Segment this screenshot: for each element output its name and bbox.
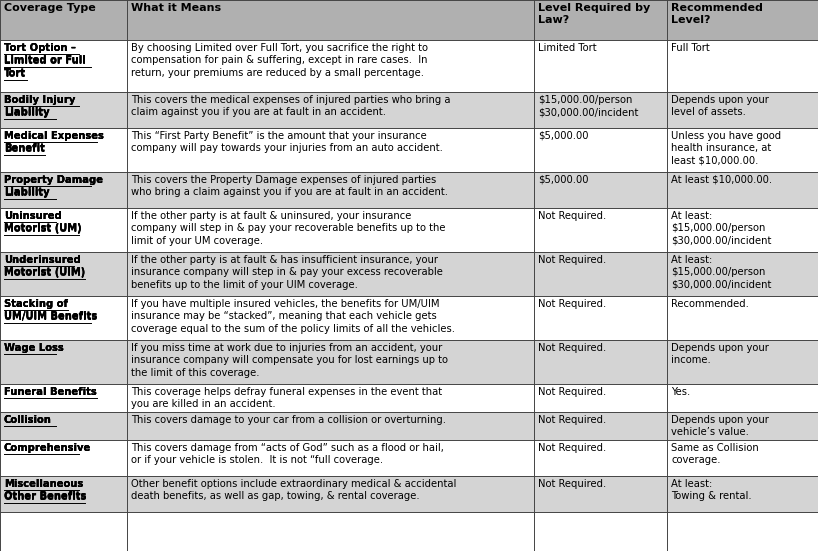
Text: Motorist (UIM): Motorist (UIM) [4,268,85,278]
Text: Same as Collision
coverage.: Same as Collision coverage. [671,443,759,466]
Text: Wage Loss: Wage Loss [4,343,64,353]
Text: $5,000.00: $5,000.00 [538,131,588,141]
Text: This covers damage from “acts of God” such as a flood or hail,
or if your vehicl: This covers damage from “acts of God” su… [131,443,444,466]
Bar [0,296,818,340]
Bar [0,340,818,384]
Text: Stacking of
UM/UIM Benefits: Stacking of UM/UIM Benefits [4,299,97,321]
Text: Full Tort: Full Tort [671,43,710,53]
Text: At least $10,000.00.: At least $10,000.00. [671,175,772,185]
Text: If the other party is at fault & uninsured, your insurance
company will step in : If the other party is at fault & uninsur… [131,211,446,246]
Text: Benefit: Benefit [4,144,45,154]
Text: Miscellaneous
Other Benefits: Miscellaneous Other Benefits [4,479,87,501]
Text: Uninsured
Motorist (UM): Uninsured Motorist (UM) [4,211,82,234]
Text: This covers damage to your car from a collision or overturning.: This covers damage to your car from a co… [131,415,446,425]
Text: Recommended.: Recommended. [671,299,748,309]
Text: Underinsured
Motorist (UIM): Underinsured Motorist (UIM) [4,255,85,277]
Text: Miscellaneous
Other Benefits: Miscellaneous Other Benefits [4,479,87,501]
Text: Not Required.: Not Required. [538,343,606,353]
Text: Property Damage: Property Damage [4,175,103,185]
Text: Other Benefits: Other Benefits [4,492,87,502]
Text: At least:
$15,000.00/person
$30,000.00/incident: At least: $15,000.00/person $30,000.00/i… [671,255,771,290]
Text: Tort Option –
Limited or Full
Tort: Tort Option – Limited or Full Tort [4,43,86,78]
Text: Liability: Liability [4,188,50,198]
Bar [0,0,818,40]
Text: Uninsured
Motorist (UM): Uninsured Motorist (UM) [4,211,82,234]
Text: At least:
$15,000.00/person
$30,000.00/incident: At least: $15,000.00/person $30,000.00/i… [671,211,771,246]
Text: Medical Expenses
Benefit: Medical Expenses Benefit [4,131,104,153]
Text: Tort: Tort [4,69,26,79]
Bar [0,128,818,172]
Bar [0,476,818,512]
Text: If you have multiple insured vehicles, the benefits for UM/UIM
insurance may be : If you have multiple insured vehicles, t… [131,299,455,334]
Text: Stacking of
UM/UIM Benefits: Stacking of UM/UIM Benefits [4,299,97,321]
Bar [0,412,818,440]
Text: Not Required.: Not Required. [538,255,606,265]
Text: Stacking of: Stacking of [4,299,68,309]
Text: Funeral Benefits: Funeral Benefits [4,387,97,397]
Text: Underinsured: Underinsured [4,255,81,265]
Text: Liability: Liability [4,108,50,118]
Text: Wage Loss: Wage Loss [4,343,64,353]
Text: Wage Loss: Wage Loss [4,343,64,353]
Text: This covers the medical expenses of injured parties who bring a
claim against yo: This covers the medical expenses of inju… [131,95,451,117]
Text: Underinsured
Motorist (UIM): Underinsured Motorist (UIM) [4,255,85,277]
Text: This “First Party Benefit” is the amount that your insurance
company will pay to: This “First Party Benefit” is the amount… [131,131,443,153]
Text: Coverage Type: Coverage Type [4,3,96,13]
Text: Not Required.: Not Required. [538,299,606,309]
Text: Collision: Collision [4,415,52,425]
Text: By choosing Limited over Full Tort, you sacrifice the right to
compensation for : By choosing Limited over Full Tort, you … [131,43,428,78]
Text: Not Required.: Not Required. [538,479,606,489]
Text: What it Means: What it Means [131,3,221,13]
Bar [0,440,818,476]
Text: Other benefit options include extraordinary medical & accidental
death benefits,: Other benefit options include extraordin… [131,479,456,501]
Bar [0,172,818,208]
Text: Not Required.: Not Required. [538,415,606,425]
Text: Medical Expenses: Medical Expenses [4,131,104,141]
Text: Bodily Injury: Bodily Injury [4,95,75,105]
Text: UM/UIM Benefits: UM/UIM Benefits [4,312,97,322]
Text: Medical Expenses
Benefit: Medical Expenses Benefit [4,131,104,153]
Text: Limited Tort: Limited Tort [538,43,596,53]
Text: Limited or Full: Limited or Full [4,56,86,66]
Text: Depends upon your
level of assets.: Depends upon your level of assets. [671,95,769,117]
Text: Comprehensive: Comprehensive [4,443,92,453]
Text: Level Required by
Law?: Level Required by Law? [538,3,650,25]
Bar [0,252,818,296]
Text: Collision: Collision [4,415,52,425]
Text: Depends upon your
income.: Depends upon your income. [671,343,769,365]
Bar [0,40,818,92]
Text: Comprehensive: Comprehensive [4,443,92,453]
Text: Yes.: Yes. [671,387,690,397]
Text: Not Required.: Not Required. [538,443,606,453]
Text: Depends upon your
vehicle’s value.: Depends upon your vehicle’s value. [671,415,769,437]
Bar [0,384,818,412]
Text: Property Damage
Liability: Property Damage Liability [4,175,103,197]
Text: $15,000.00/person
$30,000.00/incident: $15,000.00/person $30,000.00/incident [538,95,638,117]
Text: Recommended
Level?: Recommended Level? [671,3,763,25]
Text: Tort Option –
Limited or Full
Tort: Tort Option – Limited or Full Tort [4,43,86,78]
Text: If the other party is at fault & has insufficient insurance, your
insurance comp: If the other party is at fault & has ins… [131,255,443,290]
Text: Motorist (UM): Motorist (UM) [4,224,82,234]
Text: Funeral Benefits: Funeral Benefits [4,387,97,397]
Text: Funeral Benefits: Funeral Benefits [4,387,97,397]
Text: Property Damage
Liability: Property Damage Liability [4,175,103,197]
Text: Collision: Collision [4,415,52,425]
Text: $5,000.00: $5,000.00 [538,175,588,185]
Bar [0,92,818,128]
Text: Not Required.: Not Required. [538,211,606,221]
Text: Bodily Injury
Liability: Bodily Injury Liability [4,95,75,117]
Bar [0,208,818,252]
Text: Unless you have good
health insurance, at
least $10,000.00.: Unless you have good health insurance, a… [671,131,781,166]
Text: This covers the Property Damage expenses of injured parties
who bring a claim ag: This covers the Property Damage expenses… [131,175,448,197]
Text: This coverage helps defray funeral expenses in the event that
you are killed in : This coverage helps defray funeral expen… [131,387,442,409]
Text: At least:
Towing & rental.: At least: Towing & rental. [671,479,752,501]
Text: Tort Option –: Tort Option – [4,43,76,53]
Text: If you miss time at work due to injuries from an accident, your
insurance compan: If you miss time at work due to injuries… [131,343,448,378]
Text: Uninsured: Uninsured [4,211,61,221]
Text: Miscellaneous: Miscellaneous [4,479,83,489]
Text: Bodily Injury
Liability: Bodily Injury Liability [4,95,75,117]
Text: Not Required.: Not Required. [538,387,606,397]
Text: Comprehensive: Comprehensive [4,443,92,453]
